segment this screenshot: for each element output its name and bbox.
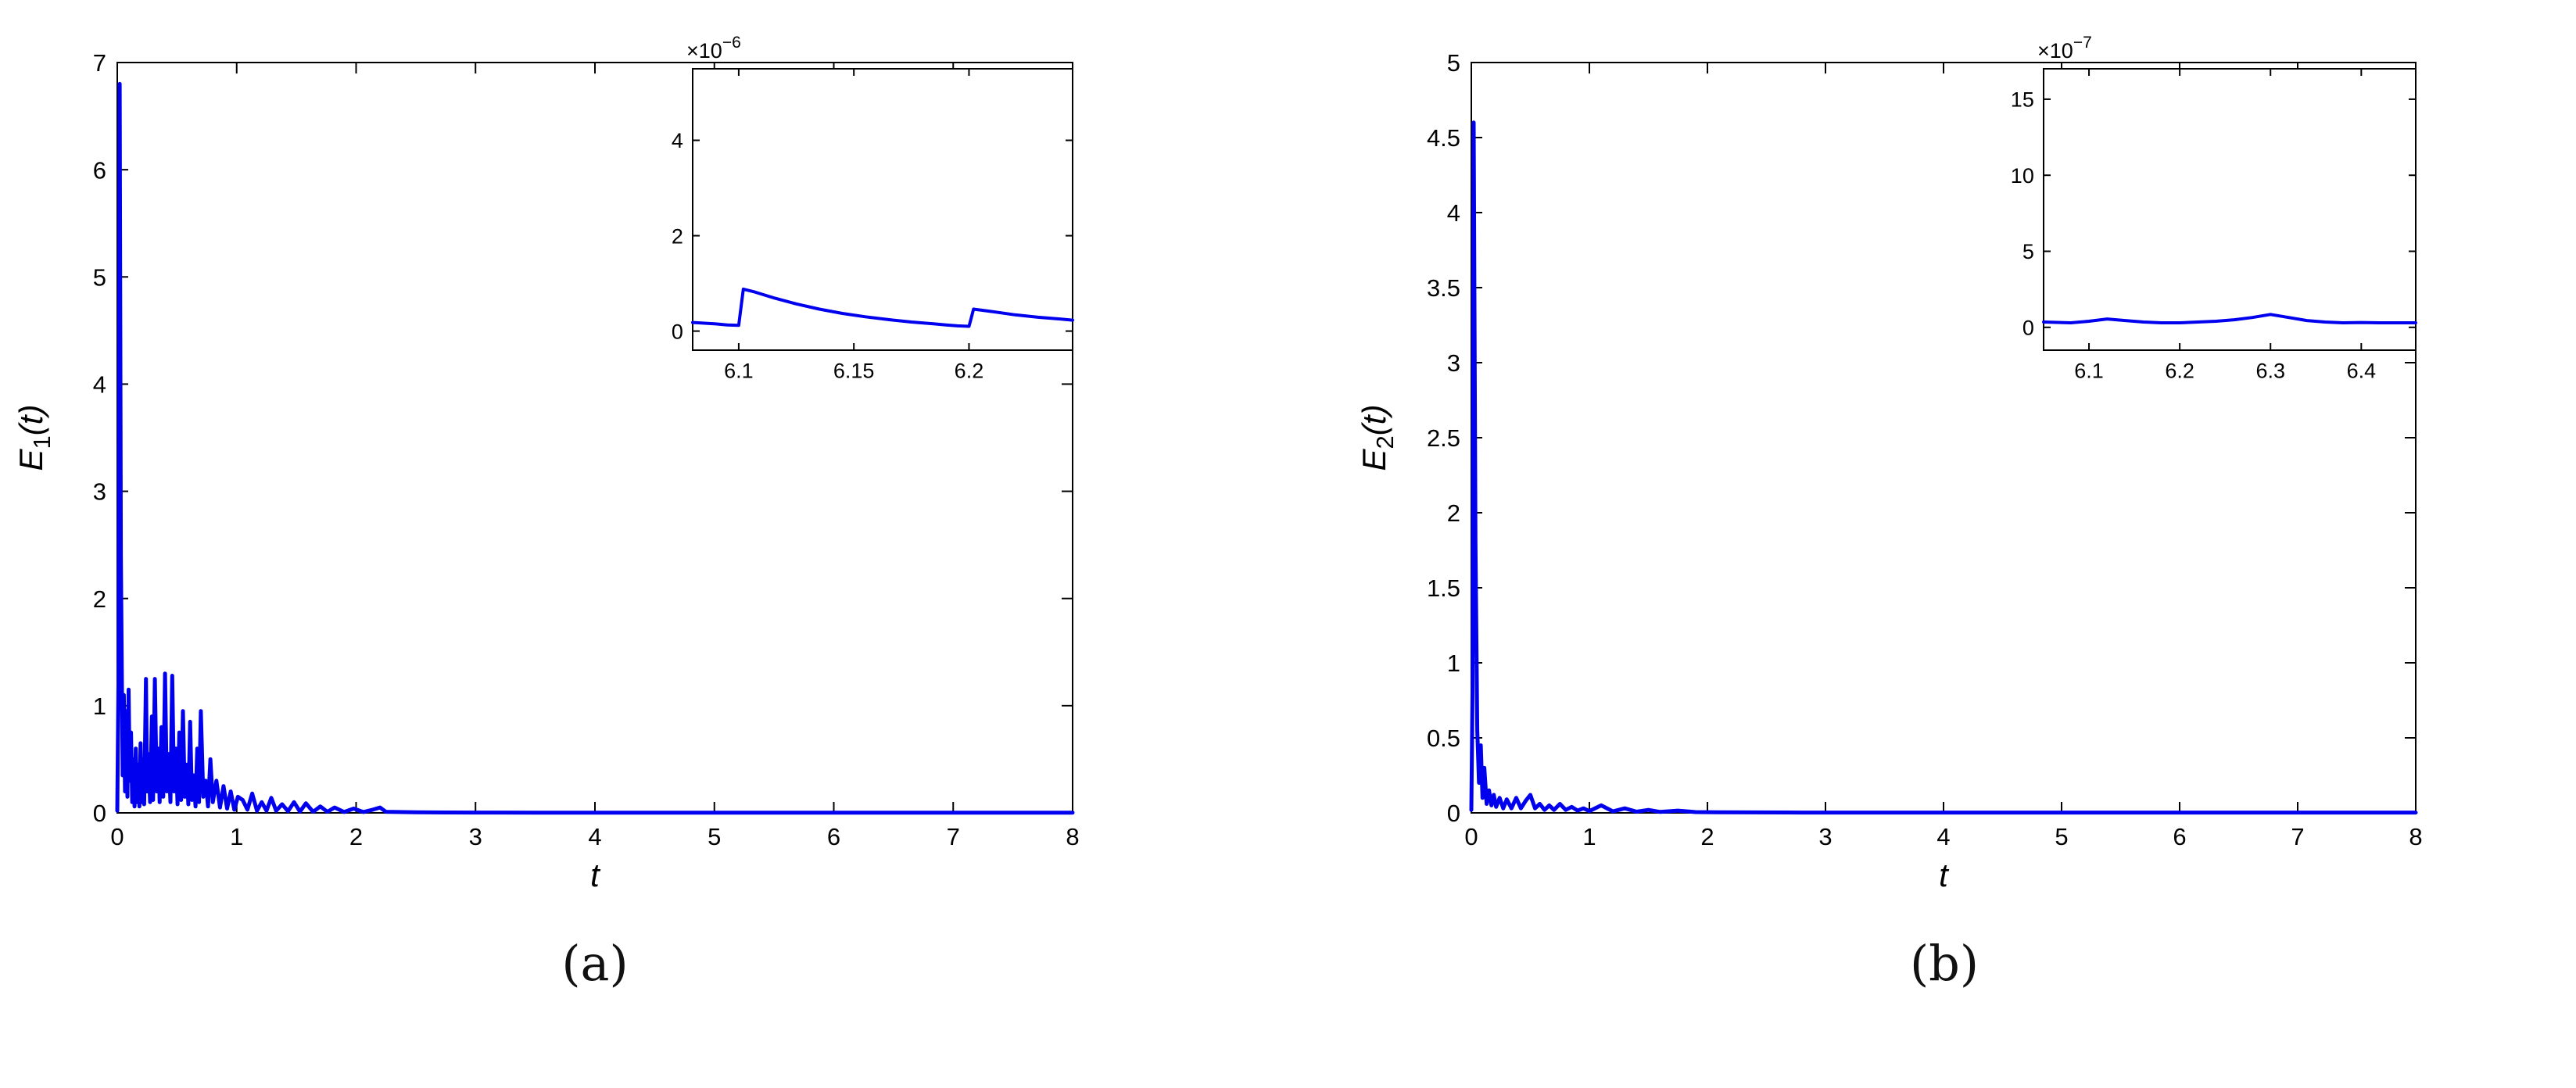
panel-a-main-x-axis-label: t: [590, 857, 601, 893]
panel-a-main-y-tick-label: 2: [93, 585, 106, 613]
panel-a-inset-x-tick-label: 6.1: [724, 360, 754, 383]
panel-b-caption: (b): [1909, 935, 1979, 992]
panel-b-main-y-tick-label: 1.5: [1427, 574, 1460, 602]
panel-b-inset-axes-box: [2043, 68, 2417, 351]
panel-a-main-y-tick-label: 3: [93, 478, 106, 506]
panel-a-inset-y-tick-label: 4: [672, 129, 683, 152]
panel-b-main-x-tick-label: 5: [2055, 823, 2068, 850]
panel-a-main-x-tick-label: 0: [110, 823, 124, 850]
panel-b-main-y-tick-label: 0.5: [1427, 725, 1460, 752]
panel-b-inset-y-tick-label: 10: [2011, 164, 2034, 188]
panel-a-main-series-line: [115, 81, 1075, 815]
panel-b-main-y-tick-label: 1: [1447, 650, 1460, 677]
panel-b-main-x-tick-label: 7: [2291, 823, 2304, 850]
panel-b-inset-x-tick-label: 6.1: [2074, 360, 2104, 383]
panel-a-inset-scale-label: ×10−6: [686, 34, 741, 63]
panel-a-inset-y-tick-label: 0: [672, 320, 683, 343]
panel-a-main-y-tick-label: 6: [93, 156, 106, 184]
panel-b-main-x-tick-label: 1: [1582, 823, 1596, 850]
panel-b-main-x-tick-label: 4: [1936, 823, 1950, 850]
panel-a-main-x-tick-label: 5: [708, 823, 721, 850]
panel-a-main-x-tick-label: 6: [827, 823, 840, 850]
panel-a-inset-axes-box: [692, 68, 1073, 351]
panel-a-main-y-tick-label: 7: [93, 49, 106, 77]
panel-b-main-y-tick-label: 3: [1447, 349, 1460, 377]
panel-b-inset-scale-label: ×10−7: [2037, 34, 2092, 63]
panel-a-caption: (a): [561, 935, 629, 992]
panel-b-inset-y-tick-label: 0: [2022, 317, 2034, 340]
panel-b-main-y-axis-label: E2(t): [1356, 405, 1399, 471]
panel-b-main-y-tick-label: 2.5: [1427, 424, 1460, 452]
panel-b-main-series-line: [1469, 120, 2418, 815]
panel-a-main-y-tick-label: 1: [93, 693, 106, 720]
panel-a-chart: 0 1 2 3 4 5 6 7 8 0 1 2 3 4 5 6 7 t E1(t) 6.1 6.15 6.2 0 2 4 ×10−…: [13, 34, 1080, 893]
panel-b-main-x-tick-label: 3: [1818, 823, 1832, 850]
panel-a-main-x-tick-label: 7: [947, 823, 960, 850]
panel-b-inset-y-tick-label: 15: [2011, 88, 2034, 112]
panel-b-main-x-axis-label: t: [1939, 857, 1950, 893]
panel-b-inset-x-tick-label: 6.3: [2255, 360, 2285, 383]
panel-a-inset-x-tick-label: 6.15: [833, 360, 875, 383]
panel-b-main-y-tick-label: 5: [1447, 49, 1460, 77]
panel-b-main-x-tick-label: 0: [1464, 823, 1478, 850]
panel-b-main-y-tick-label: 2: [1447, 499, 1460, 527]
panel-a-main-x-tick-label: 1: [230, 823, 243, 850]
panel-a-main-x-tick-label: 8: [1066, 823, 1079, 850]
panel-a-inset-y-tick-label: 2: [672, 224, 683, 248]
panel-b-inset-x-tick-label: 6.4: [2347, 360, 2377, 383]
panel-b-main-y-tick-label: 0: [1447, 800, 1460, 827]
panel-b-chart: 0 1 2 3 4 5 6 7 8 0 0.5 1 1.5 2 2.5 3 3.5 4 4.5 5 t E2(t) 6.1 6…: [1356, 34, 2423, 893]
panel-b-main-x-tick-label: 6: [2173, 823, 2186, 850]
panel-a-main-x-tick-label: 4: [588, 823, 601, 850]
panel-a-main-x-tick-label: 2: [349, 823, 363, 850]
panel-b-inset-series-line: [2042, 313, 2417, 324]
panel-b-inset-x-tick-label: 6.2: [2165, 360, 2194, 383]
panel-a-inset-x-tick-label: 6.2: [955, 360, 984, 383]
panel-b-main-x-tick-label: 2: [1700, 823, 1714, 850]
panel-b-main-x-tick-label: 8: [2409, 823, 2422, 850]
panel-a-main-y-axis-label: E1(t): [13, 405, 56, 471]
panel-a-main-y-tick-label: 5: [93, 263, 106, 291]
panel-b-main-y-tick-label: 3.5: [1427, 274, 1460, 302]
panel-a-main-y-tick-label: 0: [93, 800, 106, 827]
panel-a-main-x-tick-label: 3: [469, 823, 482, 850]
panel-b-main-y-tick-label: 4.5: [1427, 124, 1460, 152]
panel-b-main-y-tick-label: 4: [1447, 199, 1460, 227]
panel-a-inset-series-line: [691, 287, 1074, 328]
panel-b-inset-y-tick-label: 5: [2022, 240, 2034, 263]
panel-a-main-y-tick-label: 4: [93, 371, 106, 399]
